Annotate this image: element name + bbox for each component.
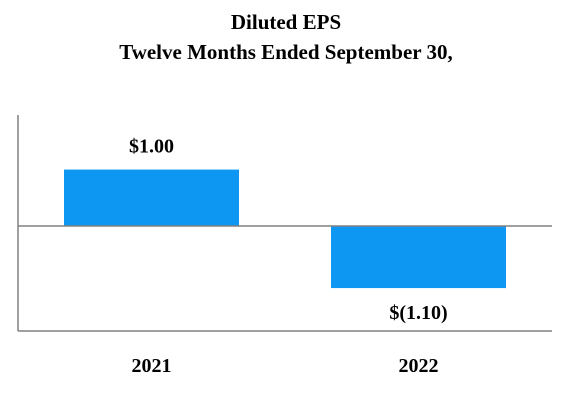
bar-2021 xyxy=(64,169,239,226)
bar-2022 xyxy=(331,226,506,289)
data-label-2022: $(1.10) xyxy=(389,302,447,324)
chart-title: Diluted EPS xyxy=(230,10,342,34)
chart-subtitle: Twelve Months Ended September 30, xyxy=(119,40,453,64)
x-tick-label-2022: 2022 xyxy=(399,355,439,377)
data-label-2021: $1.00 xyxy=(129,136,174,158)
x-tick-label-2021: 2021 xyxy=(132,355,172,377)
